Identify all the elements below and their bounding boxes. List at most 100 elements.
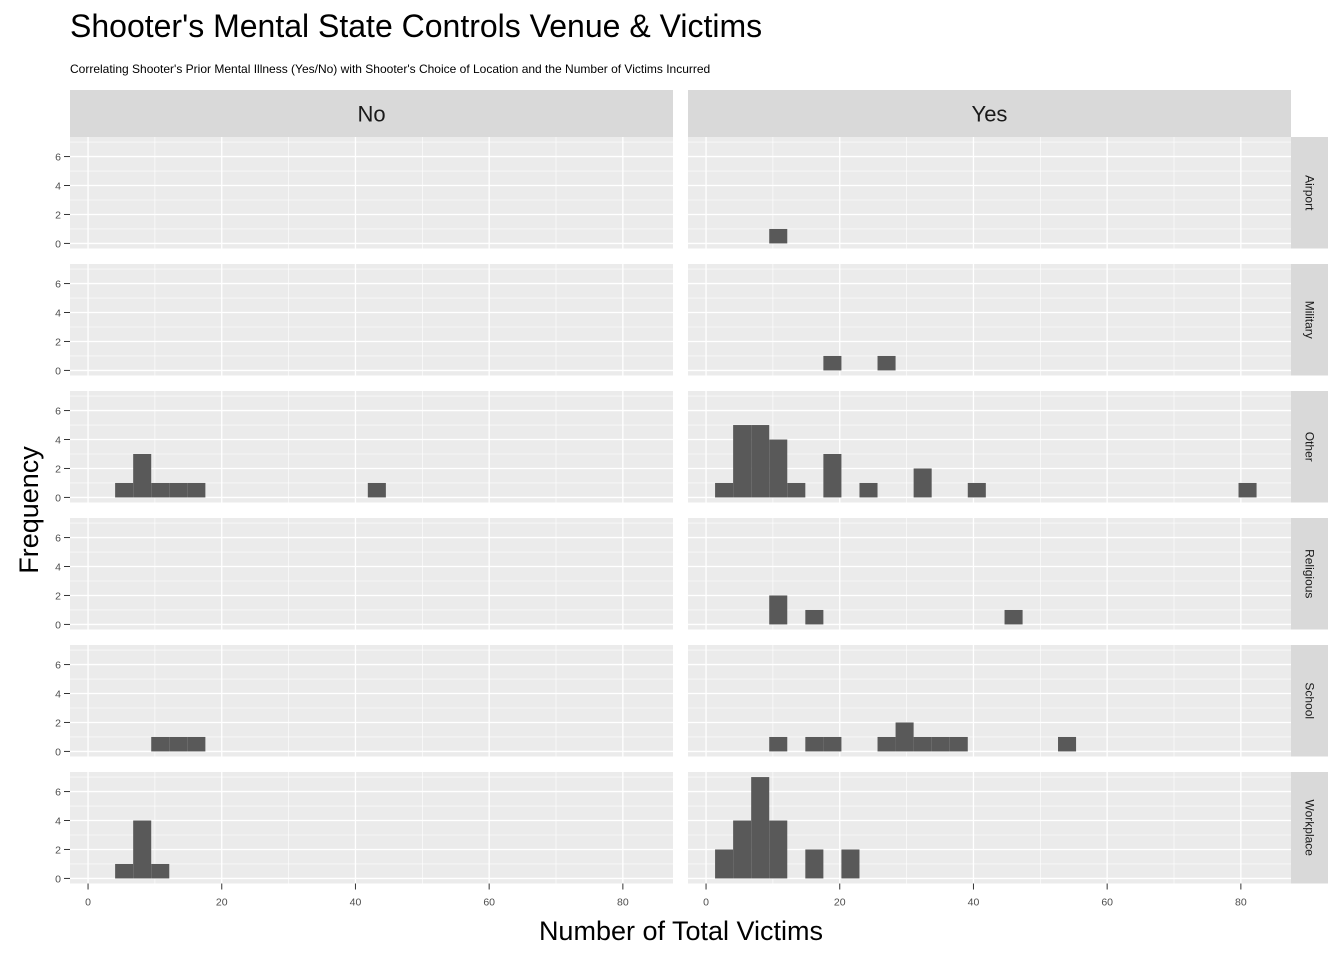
- strip-row-school: [1291, 645, 1328, 757]
- strip-row-military: [1291, 264, 1328, 376]
- histogram-bar: [715, 849, 734, 879]
- histogram-bar: [769, 820, 788, 879]
- strip-row-other: [1291, 391, 1328, 503]
- histogram-bar: [133, 820, 152, 879]
- y-tick-label: 6: [55, 660, 61, 672]
- histogram-bar: [733, 820, 752, 879]
- x-tick-label: 60: [483, 897, 495, 909]
- histogram-bar: [823, 736, 842, 752]
- panel-other-yes: [688, 391, 1291, 503]
- y-tick-label: 2: [55, 209, 61, 221]
- y-tick-label: 2: [55, 844, 61, 856]
- histogram-bar: [733, 425, 752, 498]
- histogram-bar: [895, 722, 914, 752]
- panel-school-yes: [688, 645, 1291, 757]
- histogram-bar: [967, 482, 986, 498]
- strip-col-yes: [688, 90, 1291, 137]
- panel-airport-yes: [688, 137, 1291, 249]
- panel-background: [70, 137, 673, 249]
- y-tick-label: 0: [55, 492, 61, 504]
- y-tick-label: 6: [55, 406, 61, 418]
- histogram-bar: [1004, 609, 1023, 625]
- y-tick-label: 4: [55, 562, 61, 574]
- histogram-bar: [877, 355, 896, 371]
- histogram-bar: [859, 482, 878, 498]
- x-tick-label: 40: [350, 897, 362, 909]
- y-tick-label: 2: [55, 717, 61, 729]
- x-tick-label: 0: [703, 897, 709, 909]
- histogram-bar: [751, 777, 770, 879]
- y-tick-label: 6: [55, 152, 61, 164]
- x-axis-title: Number of Total Victims: [539, 916, 823, 946]
- strip-row-label: Airport: [1303, 175, 1317, 211]
- histogram-bar: [115, 482, 134, 498]
- histogram-bar: [367, 482, 386, 498]
- y-tick-label: 0: [55, 365, 61, 377]
- strip-col-label: No: [357, 102, 385, 127]
- histogram-bar: [769, 595, 788, 625]
- x-tick-label: 80: [617, 897, 629, 909]
- x-tick-label: 20: [834, 897, 846, 909]
- histogram-bar: [823, 453, 842, 498]
- panel-background: [688, 645, 1291, 757]
- histogram-bar: [931, 736, 950, 752]
- panel-background: [70, 518, 673, 630]
- y-tick-label: 0: [55, 746, 61, 758]
- histogram-bar: [187, 736, 206, 752]
- panel-airport-no: [70, 137, 673, 249]
- strip-row-label: Other: [1303, 432, 1317, 462]
- y-tick-label: 4: [55, 435, 61, 447]
- panel-religious-no: [70, 518, 673, 630]
- histogram-bar: [823, 355, 842, 371]
- y-tick-label: 2: [55, 463, 61, 475]
- x-tick-label: 40: [968, 897, 980, 909]
- histogram-bar: [805, 736, 824, 752]
- y-tick-label: 4: [55, 181, 61, 193]
- histogram-bar: [769, 439, 788, 498]
- y-tick-label: 4: [55, 689, 61, 701]
- strip-row-workplace: [1291, 772, 1328, 884]
- histogram-bar: [115, 863, 134, 879]
- y-tick-label: 6: [55, 533, 61, 545]
- panel-background: [688, 518, 1291, 630]
- x-tick-label: 60: [1101, 897, 1113, 909]
- y-tick-label: 6: [55, 279, 61, 291]
- y-tick-label: 2: [55, 590, 61, 602]
- y-tick-label: 0: [55, 873, 61, 885]
- histogram-bar: [151, 482, 170, 498]
- histogram-bar: [187, 482, 206, 498]
- panel-background: [688, 137, 1291, 249]
- histogram-bar: [169, 736, 188, 752]
- panel-religious-yes: [688, 518, 1291, 630]
- strip-row-label: Military: [1303, 301, 1317, 339]
- y-tick-label: 0: [55, 238, 61, 250]
- chart-title: Shooter's Mental State Controls Venue & …: [70, 8, 763, 44]
- panel-workplace-yes: [688, 772, 1291, 884]
- histogram-bar: [805, 609, 824, 625]
- histogram-bar: [769, 736, 788, 752]
- histogram-bar: [133, 453, 152, 498]
- y-axis-title: Frequency: [14, 446, 44, 574]
- panel-school-no: [70, 645, 673, 757]
- panel-other-no: [70, 391, 673, 503]
- y-tick-label: 4: [55, 816, 61, 828]
- histogram-bar: [949, 736, 968, 752]
- histogram-bar: [151, 863, 170, 879]
- strip-row-label: School: [1303, 682, 1317, 719]
- histogram-bar: [913, 736, 932, 752]
- y-tick-label: 4: [55, 308, 61, 320]
- panel-military-yes: [688, 264, 1291, 376]
- strip-col-no: [70, 90, 673, 137]
- histogram-bar: [877, 736, 896, 752]
- strip-row-label: Religious: [1303, 549, 1317, 598]
- x-tick-label: 80: [1235, 897, 1247, 909]
- x-tick-label: 20: [216, 897, 228, 909]
- panel-military-no: [70, 264, 673, 376]
- panel-background: [688, 264, 1291, 376]
- histogram-bar: [1238, 482, 1257, 498]
- panel-workplace-no: [70, 772, 673, 884]
- panel-background: [688, 772, 1291, 884]
- histogram-bar: [169, 482, 188, 498]
- y-tick-label: 2: [55, 336, 61, 348]
